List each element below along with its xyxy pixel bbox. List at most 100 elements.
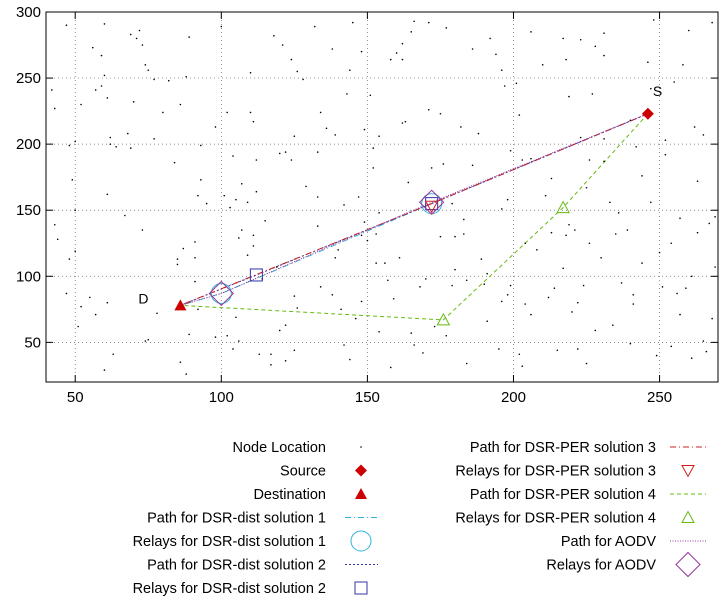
route-paths [180,113,649,321]
node-location-point [240,182,243,185]
node-location-point [614,233,617,235]
node-location-point [232,348,234,350]
route-marker [556,200,570,214]
route-path-line [180,113,649,321]
y-tick-label: 100 [16,268,41,285]
node-location-point [65,24,68,27]
node-location-point [334,134,337,136]
node-location-point [705,350,708,353]
legend-swatch [681,465,695,478]
node-location-point [463,233,465,235]
node-location-point [200,179,202,181]
node-location-point [670,345,673,348]
node-location-point [351,21,354,24]
node-location-point [676,292,678,295]
node-location-point [129,33,132,36]
node-location-point [439,235,442,238]
node-location-point [205,202,208,205]
node-location-point [141,44,144,46]
node-location-point [530,313,532,316]
node-location-point [232,155,234,157]
node-location-point [547,296,550,299]
node-location-point [94,313,97,316]
node-location-point [568,223,570,226]
legend-label: Path for DSR-dist solution 1 [147,511,326,527]
annotation-label: D [138,290,148,306]
node-location-point [562,267,564,270]
node-location-point [673,81,675,83]
node-location-point [603,32,605,34]
legend-swatch [350,530,372,552]
node-location-point [80,305,82,308]
node-location-point [562,37,564,40]
node-location-point [124,214,126,217]
node-location-point [463,218,465,221]
node-location-point [74,140,77,143]
route-marker [208,280,235,307]
node-location-point [109,136,112,139]
node-location-point [641,175,643,177]
node-location-point [276,266,278,268]
node-location-point [182,247,185,250]
node-location-point [89,296,91,299]
legend-label: Path for DSR-PER solution 3 [470,440,656,456]
node-location-point [465,279,468,282]
node-location-point [278,152,281,155]
annotations: SD [138,83,662,307]
node-location-point [349,69,351,71]
node-location-point [100,54,103,57]
legend-label: Relays for DSR-PER solution 3 [455,464,656,480]
node-location-point [401,58,404,61]
node-location-point [343,344,345,346]
node-location-point [503,85,506,87]
node-location-point [664,153,667,156]
node-location-point [346,93,348,95]
node-location-point [363,221,366,223]
node-location-point [556,349,559,352]
node-location-point [565,234,567,237]
node-location-point [293,295,296,297]
node-location-point [270,353,272,356]
node-location-point [685,287,687,289]
legend-label: Path for DSR-dist solution 2 [147,558,326,574]
node-location-point [693,126,696,128]
node-location-point [360,234,363,237]
node-location-point [51,89,53,91]
node-location-point [65,292,68,295]
legend: Node Location Source Destination Path for D… [133,440,706,597]
node-location-point [711,317,713,320]
node-location-point [290,159,293,161]
node-location-point [74,209,77,212]
node-location-point [389,58,392,61]
node-location-point [430,167,433,169]
node-location-point [246,201,249,204]
node-location-point [220,25,223,28]
x-tick-label: 200 [501,389,526,406]
node-location-point [179,361,182,363]
node-location-point [486,272,488,275]
node-location-point [702,340,705,342]
node-location-point [162,111,164,114]
node-location-point [246,254,249,256]
x-tick-label: 250 [647,389,672,406]
node-location-point [521,159,524,161]
node-location-point [293,135,296,138]
node-location-point [238,237,240,239]
route-marker [425,197,439,211]
node-location-point [553,287,556,289]
node-location-point [609,201,611,204]
node-location-point [278,329,281,332]
node-location-point [293,349,296,352]
node-location-point [571,311,573,313]
route-path-line [180,113,649,306]
node-location-point [445,334,448,337]
node-location-point [115,145,117,148]
x-tick-label: 150 [355,389,380,406]
node-location-point [369,94,372,97]
node-location-point [518,114,521,116]
node-location-point [655,354,658,357]
node-location-point [173,161,176,164]
node-location-point [515,82,518,85]
node-location-point [77,325,79,328]
node-location-point [68,144,71,147]
